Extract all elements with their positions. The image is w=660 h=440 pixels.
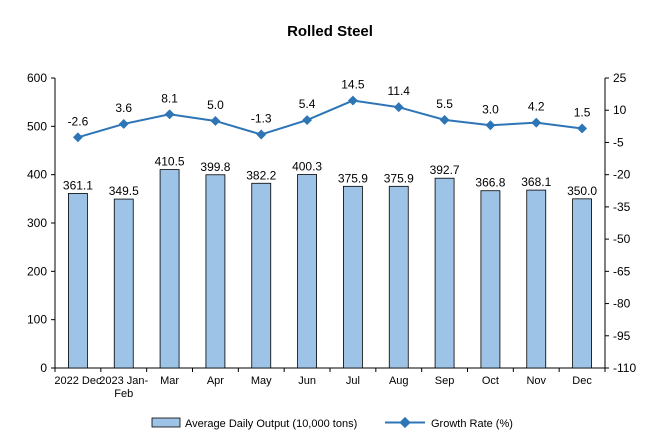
output-bar-label: 349.5 (109, 184, 139, 198)
x-tick-label: Dec (572, 375, 592, 387)
growth-point-label: 14.5 (341, 78, 365, 92)
output-bar-label: 392.7 (430, 163, 460, 177)
growth-point-label: 4.2 (528, 100, 545, 114)
output-bar-label: 375.9 (338, 171, 368, 185)
left-tick-label: 200 (27, 264, 47, 278)
growth-point-label: 5.0 (207, 98, 224, 112)
right-tick-label: -35 (613, 200, 631, 214)
left-tick-label: 300 (27, 216, 47, 230)
right-tick-label: -80 (613, 297, 631, 311)
x-tick-label: Apr (207, 375, 224, 387)
right-tick-label: -95 (613, 329, 631, 343)
growth-point-label: 3.6 (115, 101, 132, 115)
growth-point (164, 109, 175, 120)
growth-point-label: -1.3 (251, 111, 272, 125)
output-bar-label: 375.9 (384, 171, 414, 185)
x-tick-label: 2022 Dec (54, 375, 102, 387)
growth-line-layer (72, 95, 588, 143)
x-tick-label: 2023 Jan-Feb (99, 375, 148, 400)
x-tick-label: Sep (435, 375, 455, 387)
growth-point (302, 115, 313, 126)
growth-point (485, 120, 496, 131)
axes: 0 100 200 300 400 500 600 25 10 -5 -20 -35 -50 -65 -80… (27, 71, 636, 375)
output-bar (572, 198, 592, 369)
growth-point (256, 129, 267, 140)
right-tick-label: 25 (613, 71, 627, 85)
output-bar (205, 174, 226, 369)
left-tick-label: 500 (27, 119, 47, 133)
x-tick-label: May (251, 375, 272, 387)
output-bar-label: 350.0 (567, 184, 597, 198)
legend-bar-label: Average Daily Output (10,000 tons) (185, 418, 357, 430)
bar-labels: 361.1 349.5 410.5 399.8 382.2 400.3 375.9 375.9… (63, 155, 598, 198)
right-tick-label: -50 (613, 232, 631, 246)
growth-point-label: 5.5 (436, 97, 453, 111)
output-bar (480, 190, 501, 369)
output-bar-label: 400.3 (292, 160, 322, 174)
growth-point (531, 117, 542, 128)
growth-point-label: -2.6 (68, 114, 89, 128)
output-bar-label: 368.1 (521, 175, 551, 189)
growth-point (439, 114, 450, 125)
growth-point (118, 119, 129, 129)
output-bar (113, 198, 134, 369)
x-tick-label: Jul (346, 375, 360, 387)
right-tick-label: -5 (613, 135, 624, 149)
output-bar (297, 174, 317, 369)
growth-point (393, 102, 404, 113)
chart-title: Rolled Steel (287, 23, 373, 40)
output-bar (68, 193, 88, 369)
growth-point (577, 123, 588, 134)
left-tick-label: 0 (40, 361, 47, 375)
x-tick-label: Mar (160, 375, 179, 387)
legend: Average Daily Output (10,000 tons) Growt… (151, 416, 513, 430)
right-tick-label: 10 (613, 103, 627, 117)
output-bar (526, 189, 547, 369)
output-bar (434, 177, 455, 369)
growth-line (77, 99, 583, 139)
growth-point-label: 5.4 (299, 97, 316, 111)
legend-bar-swatch (151, 417, 181, 428)
right-tick-label: -65 (613, 264, 631, 278)
legend-line-label: Growth Rate (%) (431, 418, 513, 430)
output-bar (159, 169, 180, 369)
growth-point-label: 3.0 (482, 102, 499, 116)
x-tick-label: Jun (298, 375, 316, 387)
output-bar-label: 361.1 (63, 178, 93, 192)
left-tick-label: 600 (27, 71, 47, 85)
growth-labels: -2.6 3.6 8.1 5.0 -1.3 5.4 14.5 11.4 5.5 3.0 4.2 1.5 (68, 78, 591, 129)
right-tick-label: -20 (613, 168, 631, 182)
legend-line-marker (399, 416, 411, 429)
output-bar (343, 185, 363, 369)
output-bar (388, 185, 409, 369)
output-bar-label: 399.8 (200, 160, 230, 174)
growth-point (210, 116, 221, 126)
growth-point-label: 8.1 (161, 91, 178, 105)
x-tick-label: Oct (482, 375, 499, 387)
left-tick-label: 100 (27, 313, 47, 327)
output-bar-label: 410.5 (155, 155, 185, 169)
bars (68, 169, 592, 369)
growth-point-label: 11.4 (388, 84, 411, 98)
growth-point (72, 132, 83, 143)
x-tick-label: Aug (389, 375, 409, 387)
left-tick-label: 400 (27, 168, 47, 182)
growth-point (347, 95, 358, 106)
right-tick-label: -110 (613, 361, 636, 375)
output-bar (251, 182, 272, 369)
growth-point-label: 1.5 (574, 105, 591, 119)
output-bar-label: 382.2 (246, 168, 276, 182)
output-bar-label: 366.8 (475, 176, 505, 190)
x-tick-label: Nov (526, 375, 546, 387)
